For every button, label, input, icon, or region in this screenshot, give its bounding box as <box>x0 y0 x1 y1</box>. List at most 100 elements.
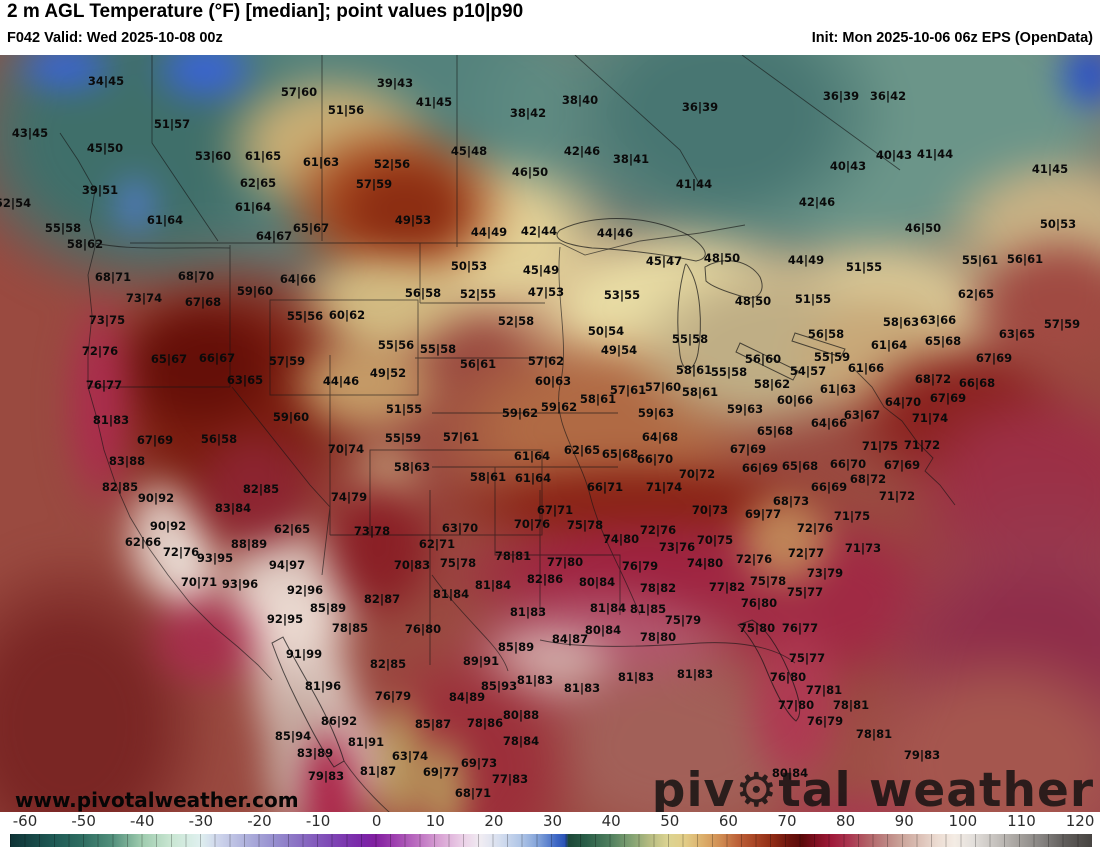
point-value: 57|61 <box>609 383 647 397</box>
point-value: 34|45 <box>87 74 125 88</box>
point-value: 75|77 <box>786 585 824 599</box>
point-value: 45|50 <box>86 141 124 155</box>
page-title: 2 m AGL Temperature (°F) [median]; point… <box>7 1 524 22</box>
point-value: 45|47 <box>645 254 683 268</box>
point-value: 84|87 <box>551 632 589 646</box>
point-value: 83|88 <box>108 454 146 468</box>
point-value: 89|91 <box>462 654 500 668</box>
point-value: 68|71 <box>94 270 132 284</box>
point-value: 61|66 <box>847 361 885 375</box>
point-value: 72|77 <box>787 546 825 560</box>
point-value: 71|72 <box>878 489 916 503</box>
point-value: 83|89 <box>296 746 334 760</box>
point-value: 72|76 <box>639 523 677 537</box>
point-value: 75|80 <box>738 621 776 635</box>
point-value: 56|58 <box>200 432 238 446</box>
point-value: 64|67 <box>255 229 293 243</box>
point-value: 56|58 <box>807 327 845 341</box>
point-value: 45|48 <box>450 144 488 158</box>
point-value: 60|63 <box>534 374 572 388</box>
point-value: 61|65 <box>244 149 282 163</box>
point-value: 55|58 <box>671 332 709 346</box>
point-value: 58|63 <box>882 315 920 329</box>
point-value: 57|61 <box>442 430 480 444</box>
point-value: 70|76 <box>513 517 551 531</box>
point-value: 72|76 <box>81 344 119 358</box>
point-value: 76|77 <box>781 621 819 635</box>
point-value: 52|55 <box>459 287 497 301</box>
point-value: 42|46 <box>798 195 836 209</box>
point-value: 44|46 <box>596 226 634 240</box>
point-value: 63|65 <box>998 327 1036 341</box>
colorbar-tick: -10 <box>305 812 331 830</box>
point-value: 76|79 <box>621 559 659 573</box>
point-value: 50|53 <box>450 259 488 273</box>
point-value: 85|89 <box>497 640 535 654</box>
colorbar-tick: -50 <box>71 812 96 830</box>
point-value: 81|87 <box>359 764 397 778</box>
point-value: 67|71 <box>536 503 574 517</box>
point-value: 69|73 <box>460 756 498 770</box>
point-value: 78|81 <box>832 698 870 712</box>
colorbar-tick: 40 <box>601 812 621 830</box>
point-value: 49|54 <box>600 343 638 357</box>
point-value: 52|54 <box>0 196 32 210</box>
colorbar-tick: 110 <box>1007 812 1036 830</box>
point-value: 78|84 <box>502 734 540 748</box>
point-value: 36|42 <box>869 89 907 103</box>
point-value: 75|78 <box>749 574 787 588</box>
point-value: 69|77 <box>422 765 460 779</box>
point-value: 63|65 <box>226 373 264 387</box>
point-value: 70|74 <box>327 442 365 456</box>
point-value: 66|70 <box>636 452 674 466</box>
point-value: 78|82 <box>639 581 677 595</box>
point-value: 70|75 <box>696 533 734 547</box>
point-value: 51|57 <box>153 117 191 131</box>
point-value: 56|60 <box>744 352 782 366</box>
point-value: 55|59 <box>384 431 422 445</box>
point-value: 55|58 <box>710 365 748 379</box>
point-value: 63|67 <box>843 408 881 422</box>
point-value: 81|83 <box>509 605 547 619</box>
point-value: 40|43 <box>829 159 867 173</box>
point-value: 70|71 <box>180 575 218 589</box>
point-value: 67|69 <box>883 458 921 472</box>
point-value: 61|64 <box>146 213 184 227</box>
point-value: 80|84 <box>578 575 616 589</box>
colorbar-tick: 80 <box>836 812 856 830</box>
point-value: 59|62 <box>540 400 578 414</box>
point-value: 72|76 <box>162 545 200 559</box>
point-value: 53|55 <box>603 288 641 302</box>
point-value: 73|76 <box>658 540 696 554</box>
colorbar-gradient <box>10 834 1092 847</box>
point-value: 56|58 <box>404 286 442 300</box>
point-value: 58|61 <box>681 385 719 399</box>
point-value: 51|56 <box>327 103 365 117</box>
point-value: 38|41 <box>612 152 650 166</box>
watermark-url: www.pivotalweather.com <box>15 788 299 812</box>
point-value: 47|53 <box>527 285 565 299</box>
point-value: 71|75 <box>833 509 871 523</box>
model-init-time: Init: Mon 2025-10-06 06z EPS (OpenData) <box>811 30 1093 46</box>
point-value: 41|45 <box>1031 162 1069 176</box>
point-value: 67|69 <box>975 351 1013 365</box>
colorbar-tick: 120 <box>1065 812 1095 830</box>
point-value: 55|56 <box>286 309 324 323</box>
point-value: 62|71 <box>418 537 456 551</box>
point-value: 66|71 <box>586 480 624 494</box>
point-value: 65|67 <box>292 221 330 235</box>
point-value: 67|69 <box>729 442 767 456</box>
point-value: 57|59 <box>1043 317 1081 331</box>
point-value: 63|66 <box>919 313 957 327</box>
point-value: 75|78 <box>439 556 477 570</box>
point-value: 75|77 <box>788 651 826 665</box>
point-value: 82|85 <box>242 482 280 496</box>
point-value: 64|70 <box>884 395 922 409</box>
temperature-map[interactable]: 34|45 57|60 51|56 51|57 43|45 45|50 53|60 61|65… <box>0 55 1100 812</box>
point-value: 58|61 <box>675 363 713 377</box>
point-value: 57|60 <box>644 380 682 394</box>
state-borders <box>59 55 956 812</box>
point-value: 63|74 <box>391 749 429 763</box>
point-value: 86|92 <box>320 714 358 728</box>
point-value: 76|80 <box>404 622 442 636</box>
